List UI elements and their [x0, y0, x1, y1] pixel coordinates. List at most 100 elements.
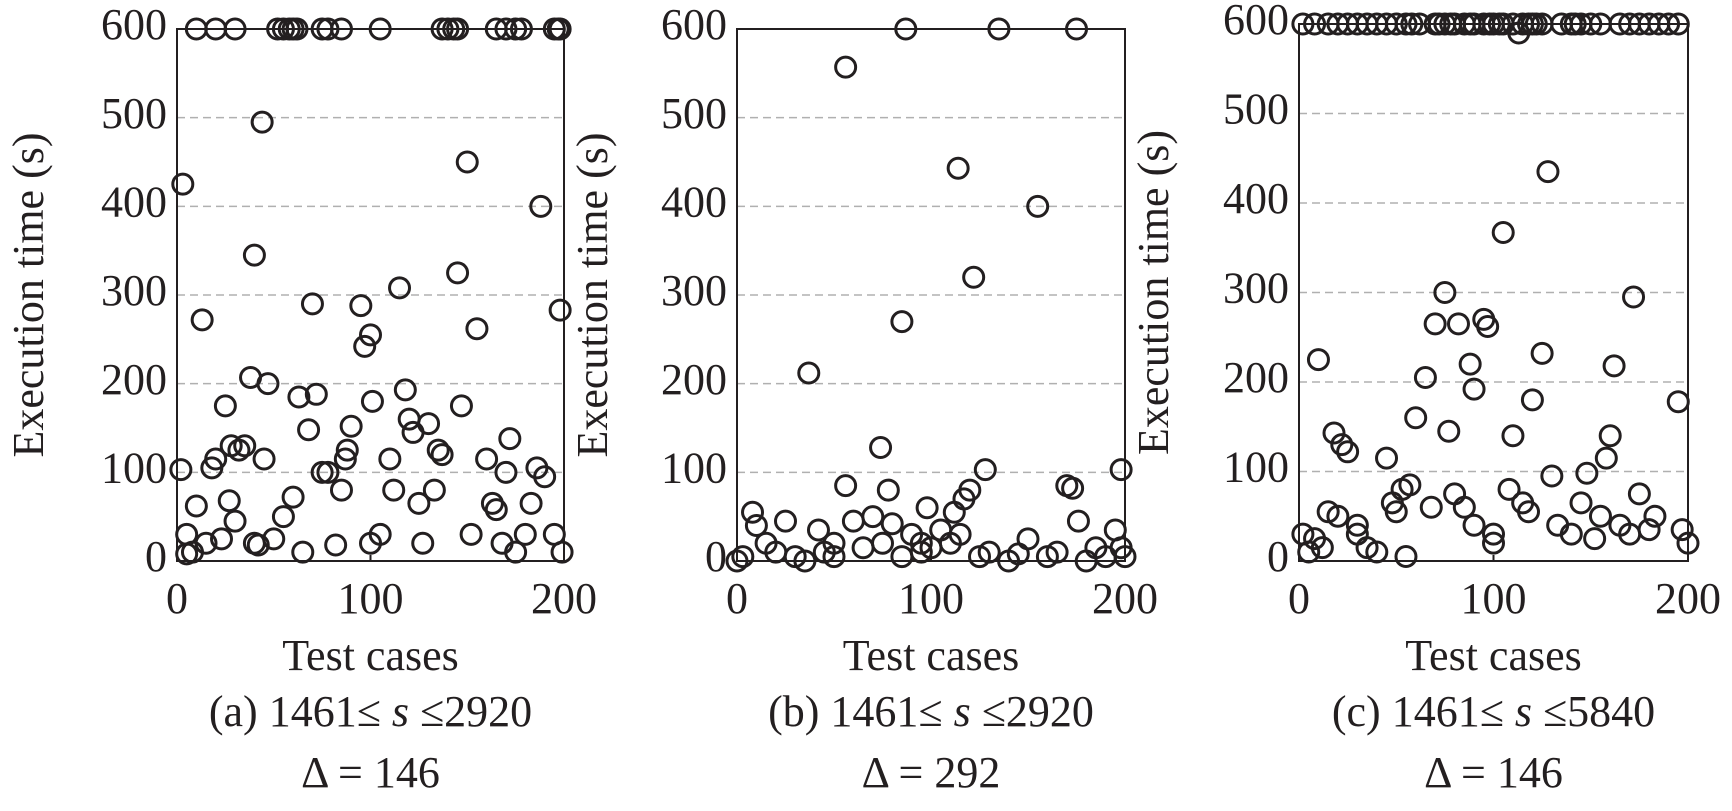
caption: (b) 1461≤ s ≤2920: [768, 687, 1094, 736]
point: [1322, 421, 1346, 445]
caption-delta: Δ = 292: [862, 748, 1001, 797]
point: [806, 518, 830, 542]
x-axis-label: Test cases: [1405, 631, 1582, 680]
point: [494, 460, 518, 484]
caption-part: (c) 1461≤: [1332, 687, 1515, 736]
point: [1452, 495, 1476, 519]
point: [300, 292, 324, 316]
point: [1404, 406, 1428, 430]
point: [1501, 424, 1525, 448]
point: [407, 491, 431, 515]
y-tick-label: 200: [1223, 353, 1289, 402]
point: [548, 298, 572, 322]
point: [171, 172, 195, 196]
point: [1536, 160, 1560, 184]
point: [890, 310, 914, 334]
point: [834, 474, 858, 498]
point: [1446, 312, 1470, 336]
point: [1482, 531, 1505, 555]
y-tick-label: 100: [661, 443, 727, 492]
point: [962, 265, 986, 289]
point: [339, 414, 363, 438]
point: [504, 540, 528, 564]
y-tick-label: 200: [661, 355, 727, 404]
point: [1627, 482, 1651, 506]
point: [329, 478, 353, 502]
point: [1643, 504, 1667, 528]
point: [242, 243, 266, 267]
point: [194, 531, 218, 555]
y-axis-label: Execution time (s): [568, 132, 617, 457]
point: [291, 540, 315, 564]
y-tick-label: 400: [1223, 174, 1289, 223]
point: [774, 509, 797, 533]
point: [304, 382, 328, 406]
point: [822, 545, 846, 569]
point: [324, 533, 348, 557]
y-tick-label: 600: [101, 0, 167, 49]
point: [223, 509, 247, 533]
point: [880, 512, 904, 536]
y-tick-label: 100: [101, 443, 167, 492]
point: [217, 489, 241, 513]
point: [1310, 536, 1334, 560]
point: [973, 458, 997, 482]
caption: (a) 1461≤ s ≤2920: [209, 687, 532, 736]
point: [227, 438, 251, 462]
point: [861, 505, 885, 529]
caption-delta: Δ = 146: [301, 748, 440, 797]
point: [1588, 504, 1612, 528]
point: [1559, 522, 1583, 546]
point: [430, 443, 454, 467]
point: [465, 317, 489, 341]
point: [449, 394, 473, 418]
point: [1345, 522, 1369, 546]
y-tick-label: 500: [1223, 85, 1289, 134]
point: [1458, 352, 1482, 376]
point: [397, 407, 421, 431]
point: [1443, 482, 1467, 506]
caption-part: (b) 1461≤: [768, 687, 953, 736]
x-tick-label: 100: [1461, 574, 1527, 623]
caption-part: s: [392, 687, 409, 736]
point: [1583, 527, 1607, 551]
point: [388, 276, 412, 300]
x-tick-label: 100: [898, 574, 964, 623]
point: [942, 500, 966, 524]
point: [190, 308, 214, 332]
point: [359, 323, 382, 347]
point: [233, 434, 257, 458]
point: [841, 509, 865, 533]
y-tick-label: 500: [101, 89, 167, 138]
point: [252, 447, 276, 471]
point: [968, 545, 991, 569]
point: [213, 394, 237, 418]
point: [417, 412, 441, 436]
point: [426, 438, 450, 462]
point: [1365, 540, 1389, 564]
point: [1006, 542, 1030, 566]
point: [1602, 354, 1626, 378]
point: [1375, 446, 1399, 470]
point: [741, 500, 765, 524]
point: [287, 385, 311, 409]
x-tick-label: 200: [1655, 574, 1721, 623]
y-tick-label: 400: [661, 177, 727, 226]
point: [1326, 504, 1350, 528]
point: [184, 494, 208, 518]
point: [411, 531, 435, 555]
point: [1423, 312, 1447, 336]
point: [1398, 473, 1422, 497]
point: [359, 531, 382, 555]
point: [1670, 518, 1694, 542]
y-tick-label: 600: [661, 0, 727, 49]
point: [1476, 315, 1500, 339]
y-axis-label: Execution time (s): [4, 132, 53, 457]
point: [890, 545, 914, 569]
point: [271, 505, 295, 529]
point: [1594, 446, 1618, 470]
x-axis-label: Test cases: [282, 631, 459, 680]
point: [484, 498, 508, 522]
point: [378, 447, 402, 471]
caption-part: ≤5840: [1532, 687, 1655, 736]
